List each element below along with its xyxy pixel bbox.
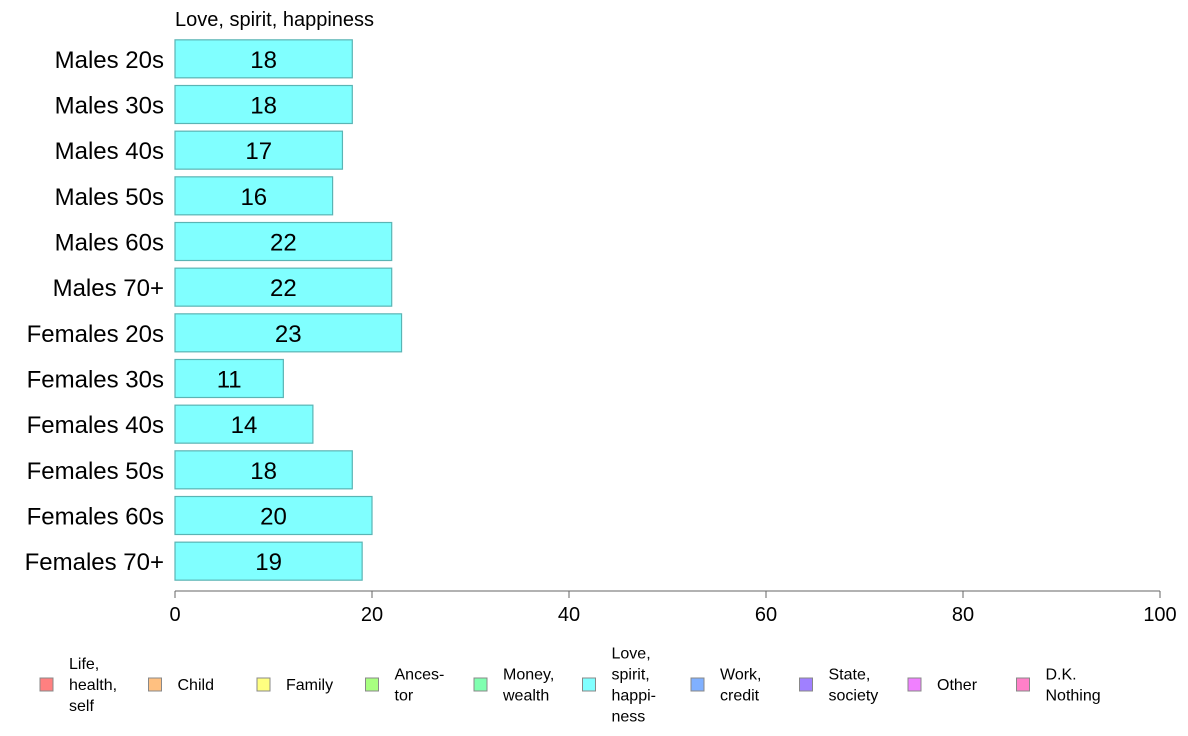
legend-label: State, society <box>829 667 879 705</box>
category-label: Males 50s <box>55 184 164 211</box>
bar <box>174 221 393 262</box>
category-label: Females 20s <box>27 321 164 348</box>
bar <box>174 176 334 216</box>
bar-value-label: 18 <box>250 93 277 120</box>
bar-value-label: 22 <box>270 275 297 302</box>
x-tick-label: 40 <box>558 604 580 626</box>
legend-label: Other <box>937 677 978 694</box>
legend-label: Love, spirit, happi-ness <box>612 646 656 726</box>
bar-value-label: 19 <box>255 549 282 576</box>
category-label: Females 40s <box>27 412 164 439</box>
bar <box>174 495 373 536</box>
legend-label: Ances-tor <box>395 667 445 705</box>
bar <box>174 39 353 79</box>
bar-value-label: 14 <box>231 412 258 439</box>
bar-value-label: 18 <box>250 458 277 485</box>
legend-swatch <box>473 677 488 692</box>
bar-value-label: 18 <box>250 47 277 74</box>
legend-swatch <box>799 677 813 692</box>
x-tick-label: 0 <box>169 604 180 626</box>
legend-label: D.K. Nothing <box>1046 667 1101 705</box>
bar <box>174 267 393 307</box>
bars-group: 18 Males 20s 18 Males 30s 17 Males 40s 16 Males… <box>25 39 403 581</box>
legend-swatch <box>365 677 379 692</box>
legend-swatch <box>256 677 271 692</box>
x-tick-label: 100 <box>1143 604 1176 626</box>
bar-value-label: 11 <box>217 367 242 394</box>
legend-swatch <box>39 677 54 692</box>
bar <box>174 84 353 125</box>
legend-swatch <box>1016 677 1030 692</box>
legend: Life, health, self Child Family Ances-tor Mone… <box>39 646 1101 726</box>
legend-label: Family <box>286 677 333 694</box>
x-tick-label: 60 <box>755 604 777 626</box>
legend-swatch <box>148 677 162 692</box>
category-label: Females 50s <box>27 458 164 485</box>
bar <box>174 313 403 353</box>
legend-label: Work, credit <box>720 667 761 705</box>
category-label: Males 60s <box>55 230 164 257</box>
bar <box>174 130 344 170</box>
bar-value-label: 22 <box>270 230 297 257</box>
category-label: Females 30s <box>27 367 164 394</box>
category-label: Males 20s <box>55 47 164 74</box>
legend-label: Money, wealth <box>502 667 554 705</box>
x-tick-label: 80 <box>952 604 974 626</box>
x-tick-label: 20 <box>361 604 383 626</box>
legend-label: Child <box>178 677 214 694</box>
bar <box>174 450 353 490</box>
legend-swatch <box>582 677 596 692</box>
bar-value-label: 23 <box>275 321 302 348</box>
legend-label: Life, health, self <box>69 656 117 715</box>
category-label: Males 70+ <box>53 275 164 302</box>
bar <box>174 541 363 581</box>
bar-value-label: 16 <box>240 184 267 211</box>
legend-swatch <box>907 677 922 692</box>
bar-value-label: 17 <box>245 138 272 165</box>
legend-swatch <box>690 677 705 692</box>
bar <box>174 358 284 399</box>
category-label: Females 70+ <box>25 549 164 576</box>
category-label: Females 60s <box>27 504 164 531</box>
category-label: Males 30s <box>55 93 164 120</box>
bar <box>174 404 314 444</box>
chart-title: Love, spirit, happiness <box>175 9 374 31</box>
bar-value-label: 20 <box>260 504 287 531</box>
x-axis: 0 20 40 60 80 100 <box>169 590 1177 626</box>
category-label: Males 40s <box>55 138 164 165</box>
